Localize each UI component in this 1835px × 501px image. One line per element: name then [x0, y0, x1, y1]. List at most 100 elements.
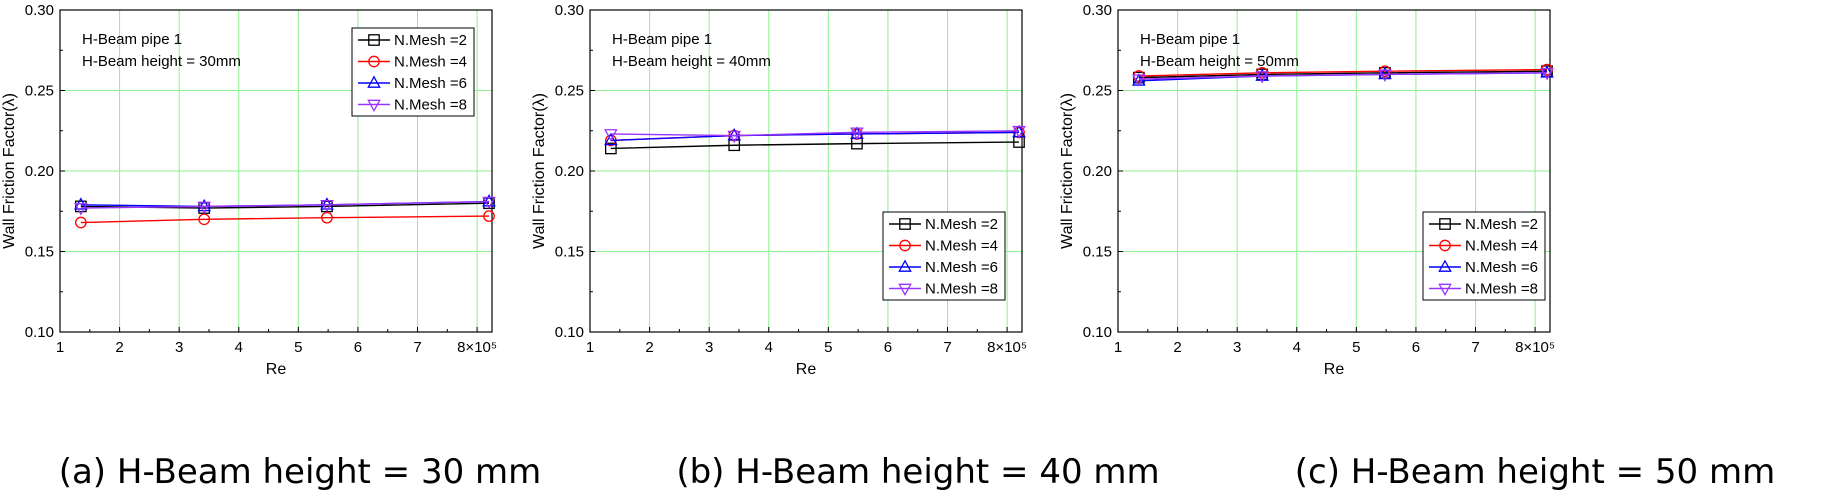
legend-marker [899, 218, 911, 230]
legend-box [351, 27, 475, 117]
x-tick-label: 8×10⁵ [1515, 339, 1555, 356]
x-tick-label: 8×10⁵ [457, 339, 497, 356]
y-tick-label: 0.10 [25, 324, 54, 341]
legend-label: N.Mesh =6 [1465, 259, 1538, 276]
x-tick-label: 7 [943, 339, 951, 356]
x-tick-label: 6 [354, 339, 362, 356]
legend-label: N.Mesh =2 [925, 216, 998, 233]
y-axis-label: Wall Friction Factor(λ) [531, 93, 548, 249]
x-tick-label: 7 [1471, 339, 1479, 356]
x-axis-label: Re [266, 361, 287, 378]
legend-label: N.Mesh =4 [1465, 238, 1538, 255]
series-line [80, 215, 490, 224]
legend-label: N.Mesh =8 [925, 281, 998, 298]
data-point [1132, 74, 1146, 87]
x-tick-label: 3 [705, 339, 713, 356]
y-axis-label: Wall Friction Factor(λ) [1, 93, 18, 249]
y-tick-label: 0.30 [555, 2, 584, 19]
legend-label: N.Mesh =2 [1465, 216, 1538, 233]
annotation-text: H-Beam height = 50mm [1140, 53, 1299, 70]
x-axis-label: Re [796, 361, 817, 378]
x-tick-label: 5 [1352, 339, 1360, 356]
legend-marker [898, 283, 912, 297]
data-point [1378, 66, 1392, 80]
series-4 [604, 125, 1026, 144]
legend: N.Mesh =2 N.Mesh =4 N.Mesh =6 N.Mesh =8 [1422, 211, 1546, 301]
panels: 1 2 3 4 5 6 7 8×10⁵ 0.10 0.15 0.20 0.25 0.30 Re Wall F… [1, 2, 1555, 378]
data-point [197, 198, 211, 212]
legend-marker [898, 259, 912, 272]
x-tick-label: 6 [884, 339, 892, 356]
legend-marker [367, 99, 381, 113]
x-tick-label: 7 [413, 339, 421, 356]
x-tick-label: 2 [645, 339, 653, 356]
y-tick-label: 0.10 [555, 324, 584, 341]
series-line [610, 131, 1020, 142]
series-line [610, 141, 1020, 150]
data-point [75, 216, 87, 229]
x-tick-label: 4 [1293, 339, 1301, 356]
data-point [604, 132, 618, 146]
x-tick-label: 8×10⁵ [987, 339, 1027, 356]
legend-box [882, 211, 1006, 301]
series-line [1138, 72, 1548, 80]
legend-marker [367, 75, 381, 88]
series-line [80, 200, 490, 209]
legend: N.Mesh =2 N.Mesh =4 N.Mesh =6 N.Mesh =8 [882, 211, 1006, 301]
x-tick-label: 5 [294, 339, 302, 356]
caption-b: (b) H-Beam height = 40 mm [676, 452, 1159, 492]
data-point [1540, 65, 1554, 78]
y-tick-label: 0.20 [1083, 163, 1112, 180]
x-tick-label: 5 [824, 339, 832, 356]
y-tick-label: 0.10 [1083, 324, 1112, 341]
chart-panel-2: 1 2 3 4 5 6 7 8×10⁵ 0.10 0.15 0.20 0.25 0.30 Re Wall F… [531, 2, 1027, 378]
annotation-text: H-Beam height = 40mm [612, 53, 771, 70]
data-point [482, 196, 496, 210]
y-axis-label: Wall Friction Factor(λ) [1059, 93, 1076, 249]
y-tick-label: 0.25 [25, 83, 54, 100]
annotation-text: H-Beam height = 30mm [82, 53, 241, 70]
x-tick-label: 2 [1173, 339, 1181, 356]
y-tick-label: 0.25 [1083, 83, 1112, 100]
y-tick-label: 0.15 [25, 244, 54, 261]
x-tick-label: 6 [1412, 339, 1420, 356]
data-point [850, 127, 864, 140]
annotation-text: H-Beam pipe 1 [1140, 31, 1240, 48]
data-point [604, 129, 618, 142]
series-1 [605, 136, 1025, 155]
data-point [1012, 125, 1026, 139]
legend: N.Mesh =2 N.Mesh =4 N.Mesh =6 N.Mesh =8 [351, 27, 475, 117]
legend-marker [1438, 283, 1452, 297]
x-tick-label: 2 [115, 339, 123, 356]
legend-marker [1438, 259, 1452, 272]
data-point [320, 199, 334, 213]
y-tick-label: 0.20 [25, 163, 54, 180]
data-point [1378, 69, 1392, 82]
legend-label: N.Mesh =6 [925, 259, 998, 276]
legend-label: N.Mesh =8 [394, 97, 467, 114]
data-point [198, 213, 211, 226]
legend-label: N.Mesh =8 [1465, 281, 1538, 298]
data-point [197, 201, 211, 214]
data-point [320, 197, 334, 210]
legend-label: N.Mesh =4 [394, 54, 467, 71]
y-tick-label: 0.20 [555, 163, 584, 180]
series-line [1138, 70, 1548, 79]
x-tick-label: 1 [586, 339, 594, 356]
x-tick-label: 3 [1233, 339, 1241, 356]
legend-marker [368, 34, 380, 46]
series-4 [1132, 67, 1554, 87]
annotation-text: H-Beam pipe 1 [82, 31, 182, 48]
y-tick-label: 0.15 [1083, 244, 1112, 261]
legend-label: N.Mesh =4 [925, 238, 998, 255]
data-point [321, 211, 333, 224]
series-line [610, 130, 1020, 137]
data-point [74, 203, 88, 216]
chart-panel-1: 1 2 3 4 5 6 7 8×10⁵ 0.10 0.15 0.20 0.25 0.30 Re Wall F… [1, 2, 497, 378]
series-4 [74, 196, 496, 216]
chart-panel-3: 1 2 3 4 5 6 7 8×10⁵ 0.10 0.15 0.20 0.25 0.30 Re Wall F… [1059, 2, 1555, 378]
y-tick-label: 0.15 [555, 244, 584, 261]
data-point [1255, 71, 1269, 84]
x-tick-label: 4 [765, 339, 773, 356]
